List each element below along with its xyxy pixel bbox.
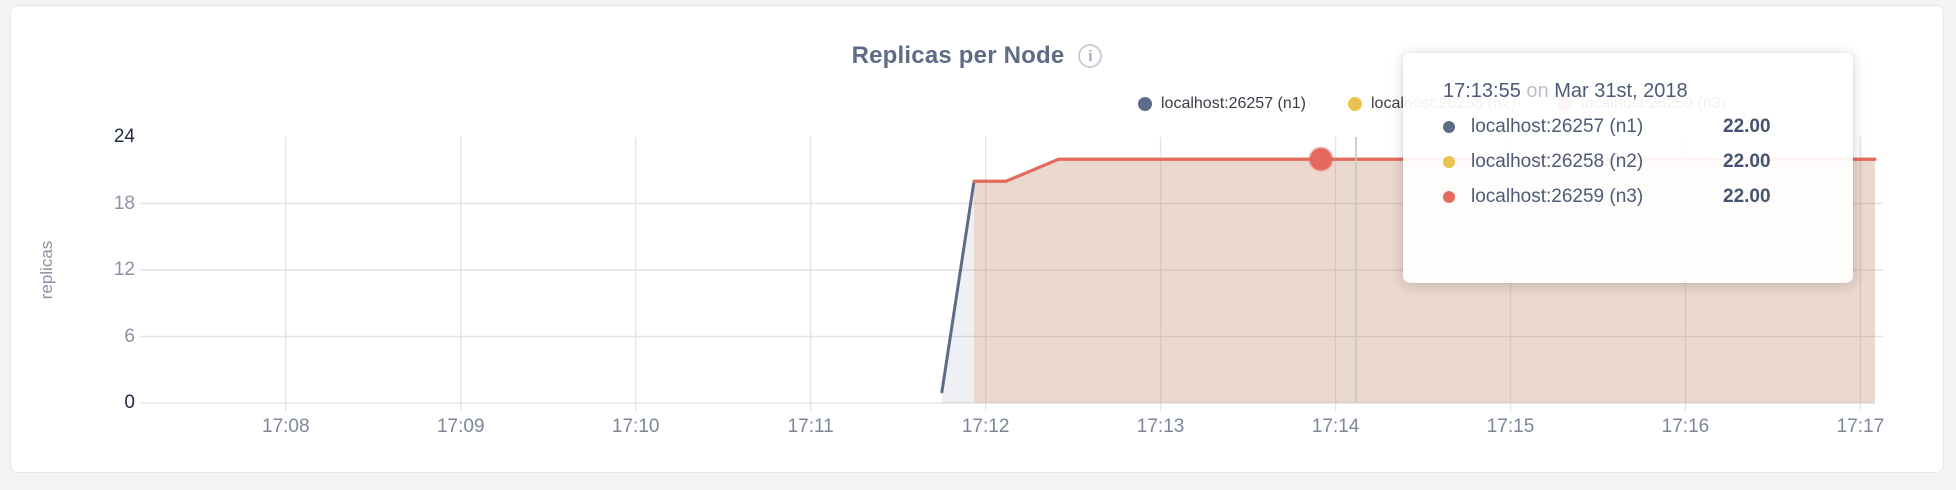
tooltip-series-dot-icon xyxy=(1443,156,1455,168)
tooltip-series-name: localhost:26259 (n3) xyxy=(1471,186,1644,207)
x-tick-label: 17:13 xyxy=(1136,416,1185,437)
tooltip-series-value: 22.00 xyxy=(1723,116,1771,137)
x-tick-label: 17:09 xyxy=(436,416,485,437)
legend-series-label: localhost:26257 (n1) xyxy=(1161,95,1306,112)
chart-header: Replicas per Node i xyxy=(10,38,1944,74)
x-tick-label: 17:08 xyxy=(262,416,310,437)
x-tick-label: 17:17 xyxy=(1836,416,1885,437)
tooltip-series-value: 22.00 xyxy=(1723,151,1771,172)
tooltip-series-row: localhost:26258 (n2) 22.00 xyxy=(1443,151,1823,173)
y-tick-label: 18 xyxy=(113,192,135,214)
y-tick-label: 0 xyxy=(124,392,135,413)
page-title: Replicas per Node xyxy=(851,42,1065,69)
tooltip-rows: localhost:26257 (n1) 22.00 localhost:26258… xyxy=(1443,116,1823,208)
tooltip-series-dot-icon xyxy=(1443,191,1455,203)
y-axis-label: replicas xyxy=(37,240,56,300)
legend-series-dot-icon xyxy=(1138,97,1152,111)
y-tick-label: 6 xyxy=(124,325,135,347)
tooltip-series-dot-icon xyxy=(1443,121,1455,133)
tooltip-conjunction: on xyxy=(1526,80,1549,102)
x-tick-label: 17:16 xyxy=(1661,416,1710,437)
y-tick-label: 24 xyxy=(113,126,135,147)
legend-item[interactable]: localhost:26257 (n1) xyxy=(1138,95,1306,113)
y-tick-label: 12 xyxy=(113,259,135,280)
tooltip-time: 17:13:55 xyxy=(1443,80,1521,102)
tooltip-series-name: localhost:26258 (n2) xyxy=(1471,151,1644,172)
x-tick-label: 17:11 xyxy=(787,416,834,437)
tooltip-series-value: 22.00 xyxy=(1723,186,1771,207)
x-tick-label: 17:14 xyxy=(1311,416,1360,437)
hover-tooltip: 17:13:55 on Mar 31st, 2018 localhost:262… xyxy=(1403,53,1853,283)
x-tick-label: 17:10 xyxy=(611,416,660,437)
tooltip-series-name: localhost:26257 (n1) xyxy=(1471,116,1644,137)
tooltip-series-row: localhost:26257 (n1) 22.00 xyxy=(1443,116,1823,138)
tooltip-timestamp: 17:13:55 on Mar 31st, 2018 xyxy=(1443,80,1823,103)
tooltip-date: Mar 31st, 2018 xyxy=(1554,80,1688,102)
x-tick-label: 17:15 xyxy=(1486,416,1535,437)
info-icon[interactable]: i xyxy=(1078,44,1103,68)
legend-series-dot-icon xyxy=(1347,97,1362,111)
x-tick-label: 17:12 xyxy=(961,416,1010,437)
tooltip-series-row: localhost:26259 (n3) 22.00 xyxy=(1443,186,1823,208)
hover-point xyxy=(1308,146,1334,172)
